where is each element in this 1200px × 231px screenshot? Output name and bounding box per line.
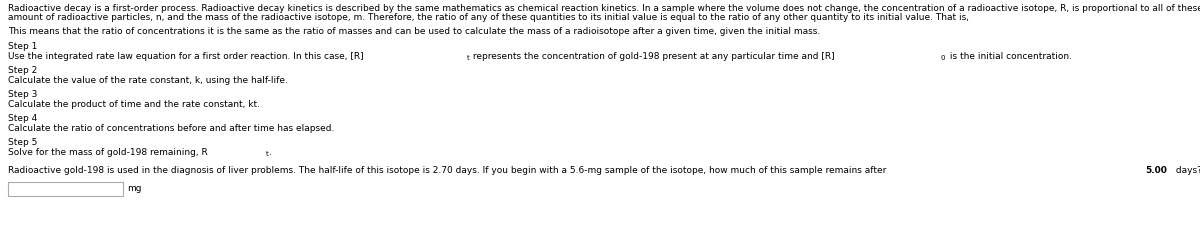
Text: represents the concentration of gold-198 present at any particular time and [R]: represents the concentration of gold-198… (470, 52, 835, 61)
Text: Step 1: Step 1 (8, 42, 37, 51)
Text: Calculate the product of time and the rate constant, kt.: Calculate the product of time and the ra… (8, 100, 260, 109)
Text: Step 3: Step 3 (8, 90, 37, 99)
Text: 0: 0 (941, 55, 946, 61)
Text: Radioactive gold-198 is used in the diagnosis of liver problems. The half-life o: Radioactive gold-198 is used in the diag… (8, 165, 889, 174)
Text: Step 5: Step 5 (8, 137, 37, 146)
Text: amount of radioactive particles, n, and the mass of the radioactive isotope, m. : amount of radioactive particles, n, and … (8, 13, 970, 22)
Text: Calculate the ratio of concentrations before and after time has elapsed.: Calculate the ratio of concentrations be… (8, 123, 335, 132)
Text: Solve for the mass of gold-198 remaining, R: Solve for the mass of gold-198 remaining… (8, 147, 208, 156)
Text: mg: mg (127, 183, 142, 192)
Text: is the initial concentration.: is the initial concentration. (947, 52, 1072, 61)
Text: 5.00: 5.00 (1145, 165, 1166, 174)
Text: Use the integrated rate law equation for a first order reaction. In this case, [: Use the integrated rate law equation for… (8, 52, 364, 61)
Text: This means that the ratio of concentrations it is the same as the ratio of masse: This means that the ratio of concentrati… (8, 27, 821, 36)
Text: Radioactive decay is a first-order process. Radioactive decay kinetics is descri: Radioactive decay is a first-order proce… (8, 4, 1200, 13)
Bar (8, 182, 124, 196)
Text: t: t (467, 55, 469, 61)
Text: t: t (265, 150, 269, 156)
Text: Step 2: Step 2 (8, 66, 37, 75)
Text: days?: days? (1174, 165, 1200, 174)
Text: Calculate the value of the rate constant, k, using the half-life.: Calculate the value of the rate constant… (8, 76, 288, 85)
Text: Step 4: Step 4 (8, 113, 37, 122)
Text: .: . (269, 147, 272, 156)
